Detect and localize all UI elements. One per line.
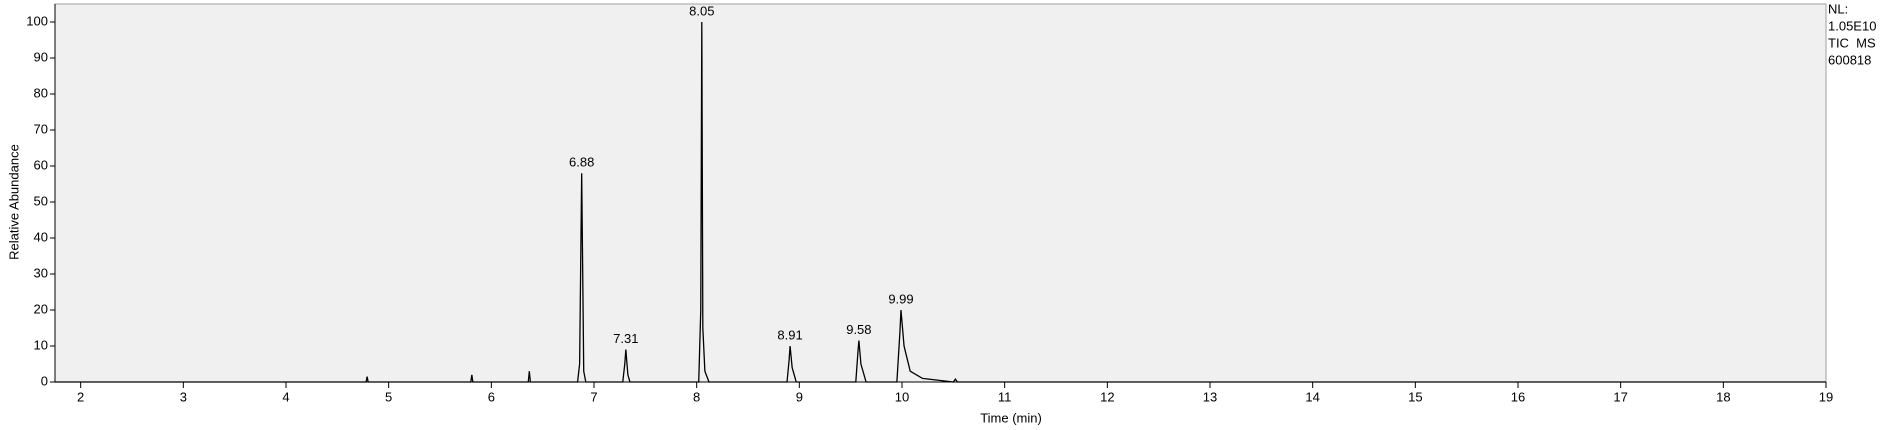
- peak-label: 8.05: [689, 3, 714, 18]
- x-tick-label: 4: [282, 389, 289, 404]
- x-tick-label: 17: [1613, 389, 1627, 404]
- x-tick-label: 13: [1203, 389, 1217, 404]
- x-tick-label: 18: [1716, 389, 1730, 404]
- header-annotation: 600818: [1828, 52, 1871, 67]
- x-tick-label: 3: [180, 389, 187, 404]
- x-tick-label: 14: [1305, 389, 1319, 404]
- y-tick-label: 60: [34, 157, 48, 172]
- trace: [55, 21, 1826, 383]
- x-tick-label: 12: [1100, 389, 1114, 404]
- y-tick-label: 80: [34, 85, 48, 100]
- x-tick-label: 19: [1819, 389, 1833, 404]
- peak-label: 8.91: [777, 327, 802, 342]
- y-tick-label: 50: [34, 193, 48, 208]
- y-tick-label: 100: [26, 13, 48, 28]
- x-tick-label: 10: [895, 389, 909, 404]
- header-annotation: TIC MS: [1828, 35, 1876, 50]
- peak-label: 6.88: [569, 155, 594, 170]
- y-tick-label: 0: [41, 373, 48, 388]
- x-tick-label: 2: [77, 389, 84, 404]
- y-tick-label: 30: [34, 265, 48, 280]
- x-tick-label: 5: [385, 389, 392, 404]
- y-axis-label: Relative Abundance: [6, 144, 21, 260]
- x-tick-label: 15: [1408, 389, 1422, 404]
- header-annotation: NL:: [1828, 1, 1848, 16]
- peak-label: 9.58: [846, 322, 871, 337]
- x-axis-label: Time (min): [980, 410, 1042, 425]
- x-tick-label: 8: [693, 389, 700, 404]
- y-tick-label: 10: [34, 337, 48, 352]
- y-tick-label: 40: [34, 229, 48, 244]
- x-tick-label: 16: [1511, 389, 1525, 404]
- y-tick-label: 70: [34, 121, 48, 136]
- plot-area: [54, 3, 1827, 383]
- x-tick-label: 6: [488, 389, 495, 404]
- x-tick-label: 7: [590, 389, 597, 404]
- peak-label: 9.99: [888, 291, 913, 306]
- x-tick-label: 11: [998, 389, 1012, 404]
- peak-label: 7.31: [613, 331, 638, 346]
- header-annotation: 1.05E10: [1828, 18, 1876, 33]
- y-tick-label: 20: [34, 301, 48, 316]
- x-tick-label: 9: [796, 389, 803, 404]
- y-tick-label: 90: [34, 49, 48, 64]
